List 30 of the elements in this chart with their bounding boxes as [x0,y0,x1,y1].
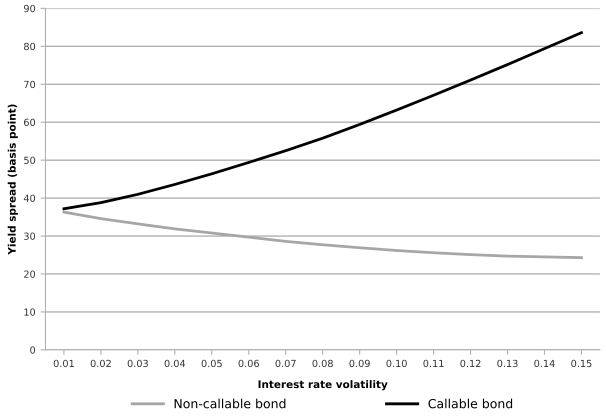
y-tick-label: 30 [24,232,36,240]
y-tick-label: 0 [30,346,36,354]
x-tick-label: 0.10 [386,360,407,368]
line-series [62,31,583,210]
y-tick-label: 40 [24,194,36,202]
legend-label: Callable bond [428,398,512,408]
x-tick-label: 0.07 [276,360,296,368]
y-tick-label: 70 [24,80,36,88]
x-tick-label: 0.09 [349,360,370,368]
x-tick-label: 0.04 [164,360,186,368]
x-tick-label: 0.12 [460,360,480,368]
y-axis-title: Yield spread (basis point) [8,104,18,255]
x-tick-label: 0.14 [534,360,555,368]
y-tick-label: 20 [24,270,36,278]
x-tick-label: 0.02 [90,360,111,368]
x-tick-label: 0.05 [202,360,222,368]
x-tick-label: 0.06 [238,360,259,368]
legend-label: Non-callable bond [174,398,286,408]
x-tick-label: 0.01 [54,360,74,368]
x-axis-title: Interest rate volatility [258,380,388,390]
x-tick-label: 0.08 [312,360,333,368]
x-tick-label: 0.15 [571,360,592,368]
y-tick-label: 50 [24,156,36,164]
y-tick-label: 80 [24,42,36,50]
x-tick-label: 0.13 [497,360,518,368]
y-tick-label: 60 [24,118,36,126]
y-tick-label: 10 [24,308,36,316]
x-tick-label: 0.03 [128,360,148,368]
y-tick-label: 90 [24,4,36,12]
x-tick-label: 0.11 [423,360,444,368]
